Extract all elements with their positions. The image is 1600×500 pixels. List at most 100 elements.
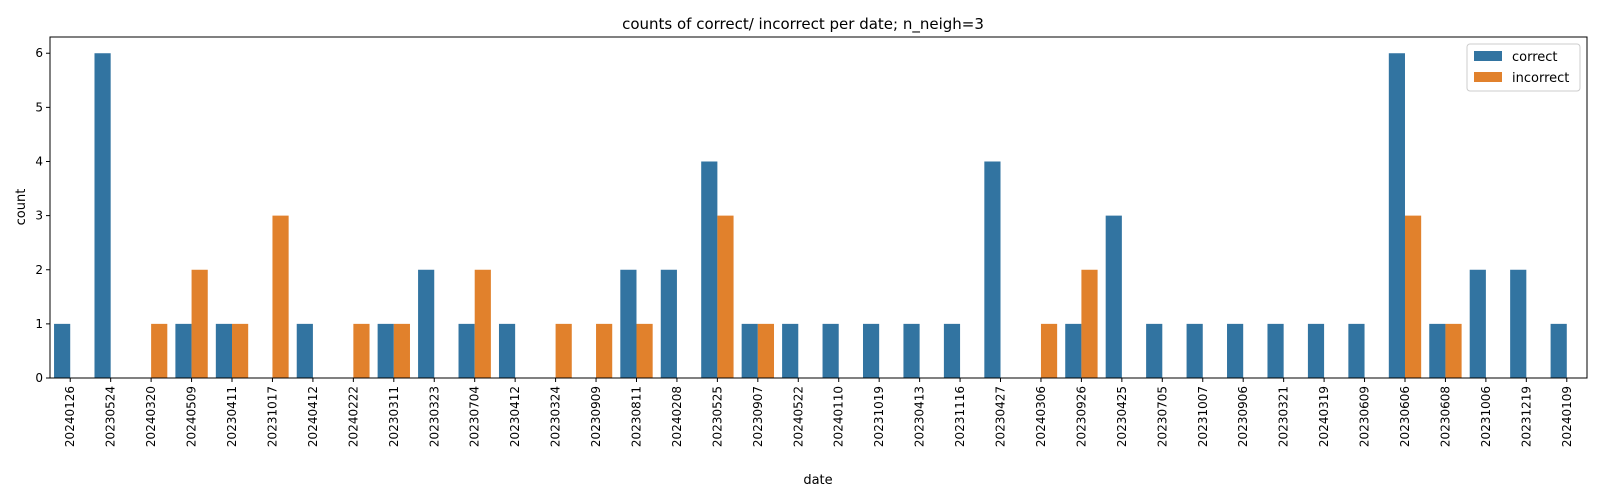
x-tick-label: 20230413: [913, 386, 927, 447]
bar-correct-20240412: [296, 323, 313, 378]
bar-correct-20230425: [1105, 215, 1122, 378]
bar-incorrect-20230704: [474, 269, 491, 378]
bar-correct-20230311: [377, 323, 394, 378]
bar-correct-20230525: [701, 161, 718, 378]
x-tick-label: 20231006: [1479, 386, 1493, 447]
bar-correct-20231116: [943, 323, 961, 378]
y-tick-label: 0: [35, 371, 43, 385]
bar-incorrect-20230907: [757, 323, 775, 378]
chart-title: counts of correct/ incorrect per date; n…: [622, 15, 984, 34]
bar-correct-20230427: [984, 161, 1001, 378]
x-tick-label: 20240109: [1560, 386, 1574, 447]
plot-frame: [49, 36, 1588, 379]
bar-incorrect-20230926: [1081, 269, 1098, 378]
x-tick-label: 20231116: [953, 386, 967, 447]
y-ticks: 0 1 2 3 4 5 6: [35, 46, 50, 385]
bar-correct-20230906: [1227, 323, 1244, 378]
x-tick-label: 20230609: [1358, 386, 1372, 447]
bar-correct-20230606: [1388, 53, 1405, 379]
x-tick-label: 20240320: [144, 386, 158, 447]
legend-swatch-correct: [1474, 51, 1502, 61]
x-tick-label: 20230411: [225, 386, 239, 447]
x-tick-label: 20230427: [994, 386, 1008, 447]
bar-correct-20230524: [94, 53, 111, 379]
bar-correct-20230811: [620, 269, 637, 378]
bar-correct-20240109: [1550, 323, 1567, 378]
x-tick-label: 20230323: [427, 386, 441, 447]
bar-incorrect-20230909: [596, 323, 613, 378]
x-tick-label: 20230906: [1236, 386, 1250, 447]
legend-swatch-incorrect: [1474, 72, 1502, 82]
x-tick-label: 20230606: [1398, 386, 1412, 447]
bar-incorrect-20230606: [1404, 215, 1422, 378]
x-tick-label: 20240509: [185, 386, 199, 447]
bar-correct-20230609: [1348, 323, 1365, 378]
x-tick-label: 20230525: [710, 386, 724, 447]
bar-incorrect-20240306: [1040, 323, 1058, 378]
y-tick-label: 4: [35, 154, 43, 168]
x-tick-label: 20240222: [346, 386, 360, 447]
bar-correct-20240110: [822, 323, 839, 378]
x-tick-label: 20240306: [1034, 386, 1048, 447]
x-tick-label: 20240412: [306, 386, 320, 447]
y-tick-label: 1: [35, 317, 43, 331]
bar-correct-20230705: [1146, 323, 1163, 378]
x-tick-label: 20230608: [1438, 386, 1452, 447]
x-tick-label: 20230311: [387, 386, 401, 447]
x-tick-label: 20230704: [468, 386, 482, 447]
legend-label-correct: correct: [1512, 50, 1558, 65]
x-tick-label: 20230425: [1115, 386, 1129, 447]
bar-correct-20240319: [1307, 323, 1325, 378]
legend-label-incorrect: incorrect: [1512, 71, 1569, 86]
bar-correct-20230907: [741, 323, 758, 378]
bar-incorrect-20230411: [232, 323, 249, 378]
bar-correct-20240509: [175, 323, 192, 378]
x-tick-label: 20230909: [589, 386, 603, 447]
bar-correct-20230413: [903, 323, 920, 378]
bar-correct-20231007: [1186, 323, 1203, 378]
x-axis-label: date: [803, 473, 832, 488]
x-tick-label: 20230324: [549, 386, 563, 447]
bar-incorrect-20240320: [151, 323, 168, 378]
bar-incorrect-20230525: [717, 215, 734, 378]
x-ticks: 20240126 20230524 20240320 20240509 20230411…: [63, 378, 1574, 447]
bars-group: [54, 53, 1567, 379]
bar-correct-20230926: [1065, 323, 1082, 378]
bar-incorrect-20230608: [1445, 323, 1462, 378]
bar-correct-20230321: [1267, 323, 1284, 378]
x-tick-label: 20231017: [265, 386, 279, 447]
x-tick-label: 20230705: [1155, 386, 1169, 447]
y-tick-label: 6: [35, 46, 43, 60]
y-tick-label: 3: [35, 209, 43, 223]
bar-correct-20230411: [215, 323, 233, 378]
x-tick-label: 20231019: [872, 386, 886, 447]
x-tick-label: 20231007: [1196, 386, 1210, 447]
legend: correct incorrect: [1466, 43, 1581, 92]
bar-incorrect-20240222: [353, 323, 370, 378]
x-tick-label: 20240110: [832, 386, 846, 447]
bar-correct-20240208: [660, 269, 677, 378]
x-tick-label: 20231219: [1519, 386, 1533, 447]
bar-incorrect-20231017: [272, 215, 289, 378]
x-tick-label: 20240126: [63, 386, 77, 447]
bar-correct-20230704: [458, 323, 475, 378]
bar-correct-20240126: [54, 323, 71, 378]
x-tick-label: 20230907: [751, 386, 765, 447]
x-tick-label: 20230524: [104, 386, 118, 447]
x-tick-label: 20240208: [670, 386, 684, 447]
bar-correct-20240522: [782, 323, 799, 378]
x-tick-label: 20240522: [791, 386, 805, 447]
x-tick-label: 20230811: [629, 386, 643, 447]
y-tick-label: 5: [35, 100, 43, 114]
x-tick-label: 20240319: [1317, 386, 1331, 447]
bar-correct-20231006: [1469, 269, 1486, 378]
x-tick-label: 20230926: [1074, 386, 1088, 447]
bar-correct-20231219: [1510, 269, 1527, 378]
bar-incorrect-20230811: [636, 323, 653, 378]
bar-correct-20231019: [862, 323, 880, 378]
bar-incorrect-20240509: [191, 269, 208, 378]
x-tick-label: 20230412: [508, 386, 522, 447]
bar-incorrect-20230311: [393, 323, 410, 378]
x-tick-label: 20230321: [1277, 386, 1291, 447]
